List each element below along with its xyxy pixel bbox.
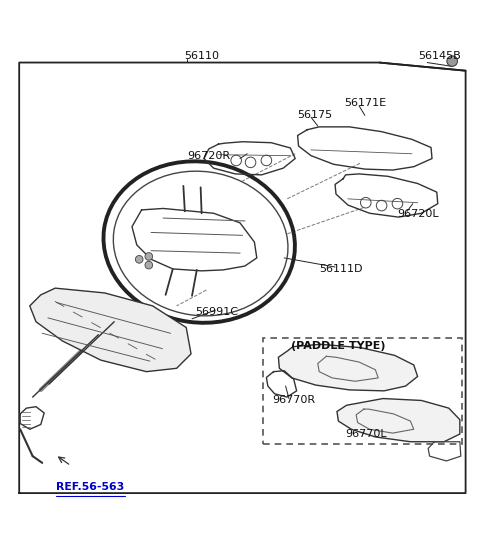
Text: 56171E: 56171E — [344, 98, 386, 108]
Text: 56991C: 56991C — [195, 307, 239, 317]
Polygon shape — [337, 399, 460, 442]
Circle shape — [135, 255, 143, 263]
Circle shape — [145, 261, 153, 269]
Circle shape — [447, 56, 457, 67]
Text: 96720R: 96720R — [187, 151, 230, 160]
Text: 96770L: 96770L — [345, 429, 386, 439]
Text: REF.56-563: REF.56-563 — [56, 482, 124, 492]
Text: 56145B: 56145B — [418, 51, 461, 61]
Text: 96770R: 96770R — [272, 395, 315, 405]
Polygon shape — [30, 288, 191, 372]
Text: 56110: 56110 — [184, 51, 219, 61]
Text: (PADDLE TYPE): (PADDLE TYPE) — [291, 341, 385, 350]
Circle shape — [145, 253, 153, 260]
Text: 56111D: 56111D — [319, 264, 362, 274]
Polygon shape — [278, 344, 418, 391]
Bar — [263, 338, 462, 444]
Text: 96720L: 96720L — [398, 209, 439, 219]
Text: 56175: 56175 — [297, 110, 332, 120]
